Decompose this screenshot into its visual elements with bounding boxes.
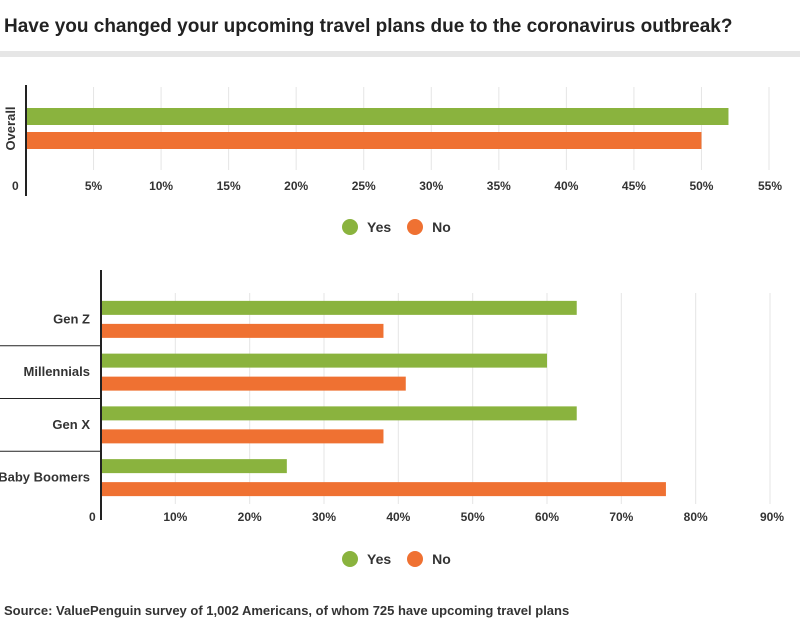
x-tick-label: 70% <box>609 510 633 524</box>
legend-bottom: Yes No <box>342 551 451 567</box>
legend-item-no[interactable]: No <box>407 219 451 235</box>
x-tick-label: 15% <box>217 179 241 193</box>
x-tick-label: 30% <box>312 510 336 524</box>
x-tick-label: 20% <box>284 179 308 193</box>
x-tick-label: 0 <box>12 179 19 193</box>
x-tick-label: 20% <box>238 510 262 524</box>
overall-chart: 0 5% 10% 15% 20% 25% 30% 35% 40% 45% 50% 55% Overal… <box>3 85 782 196</box>
chart-title: Have you changed your upcoming travel pl… <box>4 16 733 37</box>
x-tick-label: 45% <box>622 179 646 193</box>
x-tick-label: 10% <box>163 510 187 524</box>
bar-yes[interactable] <box>101 459 287 474</box>
title-divider <box>0 51 800 57</box>
legend-swatch-yes <box>342 551 358 567</box>
legend-swatch-no <box>407 551 424 567</box>
legend-item-yes[interactable]: Yes <box>342 219 391 235</box>
category-label: Millennials <box>24 364 90 379</box>
x-tick-label: 50% <box>461 510 485 524</box>
bar-no[interactable] <box>101 323 384 338</box>
x-tick-label: 80% <box>684 510 708 524</box>
x-tick-label: 35% <box>487 179 511 193</box>
x-tick-label: 90% <box>760 510 784 524</box>
bar-no[interactable] <box>101 376 406 391</box>
x-tick-label: 30% <box>419 179 443 193</box>
legend-label-no: No <box>432 219 451 235</box>
category-label: Gen Z <box>53 311 90 326</box>
bar-no[interactable] <box>101 482 666 497</box>
legend-label-yes: Yes <box>367 219 392 235</box>
legend-label-yes: Yes <box>367 551 392 567</box>
x-tick-label: 10% <box>149 179 173 193</box>
x-tick-label: 60% <box>535 510 559 524</box>
x-tick-label: 25% <box>352 179 376 193</box>
x-tick-label: 5% <box>85 179 103 193</box>
x-tick-label: 55% <box>758 179 782 193</box>
legend-swatch-yes <box>342 219 358 235</box>
legend-top: Yes No <box>342 219 451 235</box>
category-label: Gen X <box>52 417 90 432</box>
bar-yes[interactable] <box>26 108 729 125</box>
x-tick-label: 0 <box>89 510 96 524</box>
bar-no[interactable] <box>101 429 384 444</box>
legend-item-yes[interactable]: Yes <box>342 551 391 567</box>
bar-no[interactable] <box>26 132 702 149</box>
category-label: Overall <box>3 106 18 150</box>
bar-yes[interactable] <box>101 353 547 368</box>
bar-yes[interactable] <box>101 300 577 315</box>
legend-label-no: No <box>432 551 451 567</box>
bar-yes[interactable] <box>101 406 577 421</box>
source-note: Source: ValuePenguin survey of 1,002 Ame… <box>4 603 570 618</box>
legend-swatch-no <box>407 219 424 235</box>
x-tick-label: 40% <box>386 510 410 524</box>
x-tick-label: 40% <box>554 179 578 193</box>
x-tick-label: 50% <box>689 179 713 193</box>
generation-chart: 0 10% 20% 30% 40% 50% 60% 70% 80% 90% Gen Z Millen… <box>0 270 784 524</box>
category-label: Baby Boomers <box>0 470 90 485</box>
legend-item-no[interactable]: No <box>407 551 451 567</box>
